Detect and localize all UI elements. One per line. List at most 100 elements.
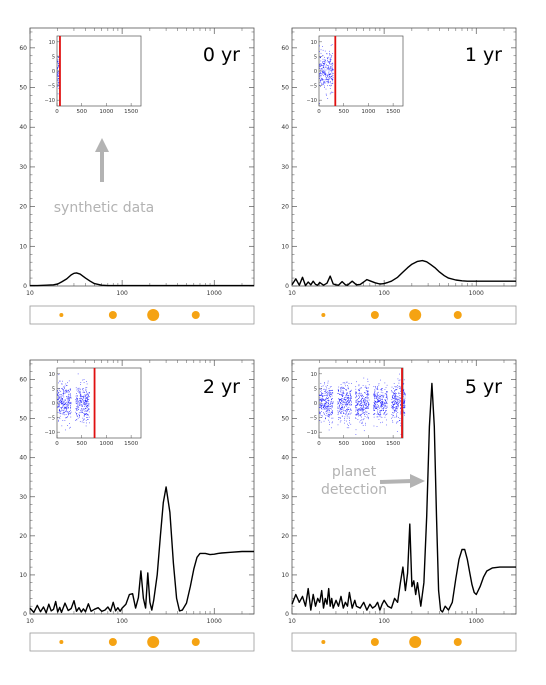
scatter-point	[330, 85, 332, 87]
scatter-point	[322, 404, 324, 406]
scatter-point	[65, 390, 66, 391]
scatter-point	[79, 405, 80, 406]
scatter-point	[331, 76, 333, 78]
scatter-point	[58, 404, 59, 405]
scatter-point	[381, 390, 383, 391]
scatter-point	[360, 408, 362, 410]
scatter-point	[363, 430, 365, 432]
scatter-point	[357, 412, 359, 413]
scatter-point	[404, 412, 406, 414]
scatter-point	[70, 393, 71, 395]
scatter-point	[327, 85, 328, 87]
scatter-point	[329, 407, 330, 409]
scatter-point	[384, 412, 386, 413]
scatter-point	[84, 411, 86, 412]
scatter-point	[384, 382, 386, 384]
scatter-point	[358, 410, 360, 411]
scatter-point	[76, 419, 78, 420]
scatter-point	[331, 405, 332, 407]
scatter-point	[332, 63, 334, 65]
planet-dot	[321, 313, 326, 317]
scatter-point	[384, 405, 386, 406]
scatter-point	[392, 394, 394, 396]
scatter-point	[62, 393, 64, 395]
scatter-point	[398, 403, 399, 405]
scatter-point	[327, 409, 329, 410]
scatter-point	[342, 395, 344, 397]
scatter-point	[320, 60, 322, 62]
scatter-point	[395, 406, 396, 408]
scatter-point	[391, 401, 392, 403]
scatter-point	[326, 395, 328, 397]
scatter-point	[382, 404, 384, 405]
scatter-point	[331, 398, 332, 400]
scatter-point	[319, 45, 320, 47]
scatter-point	[399, 397, 401, 398]
scatter-point	[326, 74, 328, 76]
scatter-point	[330, 390, 332, 391]
scatter-point	[330, 76, 331, 78]
scatter-point	[398, 382, 400, 384]
scatter-point	[322, 393, 324, 394]
scatter-point	[326, 410, 328, 412]
inset-y-tick-label: 5	[52, 386, 55, 392]
scatter-point	[57, 412, 59, 413]
scatter-point	[320, 79, 321, 81]
scatter-point	[58, 399, 59, 400]
scatter-point	[78, 416, 80, 418]
scatter-point	[363, 402, 365, 404]
scatter-point	[340, 412, 342, 414]
scatter-point	[366, 414, 368, 415]
scatter-point	[364, 401, 365, 403]
scatter-point	[329, 54, 331, 55]
scatter-point	[332, 75, 334, 76]
scatter-point	[82, 388, 84, 390]
scatter-point	[69, 391, 70, 392]
scatter-point	[339, 394, 340, 395]
scatter-point	[368, 403, 369, 405]
scatter-point	[380, 400, 381, 401]
inset-x-tick-label: 1000	[361, 109, 375, 115]
scatter-point	[355, 410, 356, 412]
scatter-point	[392, 402, 393, 404]
scatter-point	[359, 414, 361, 416]
y-tick-label: 60	[19, 45, 27, 52]
scatter-point	[84, 401, 86, 403]
scatter-point	[323, 406, 324, 408]
scatter-point	[86, 401, 88, 402]
scatter-point	[374, 409, 375, 411]
scatter-point	[395, 395, 397, 397]
scatter-point	[403, 406, 405, 408]
scatter-point	[75, 400, 77, 402]
scatter-point	[358, 393, 360, 395]
scatter-point	[323, 399, 325, 401]
inset-y-tick-label: −5	[310, 416, 317, 422]
scatter-point	[399, 379, 401, 381]
scatter-point	[330, 92, 332, 94]
annotation-text-line2: detection	[321, 482, 387, 498]
scatter-point	[329, 62, 330, 63]
scatter-point	[321, 393, 323, 394]
scatter-point	[362, 404, 364, 406]
scatter-point	[380, 414, 382, 416]
scatter-point	[338, 386, 340, 388]
scatter-point	[378, 384, 380, 386]
scatter-point	[330, 396, 331, 398]
scatter-point	[398, 400, 400, 402]
scatter-point	[398, 385, 400, 387]
scatter-point	[69, 412, 71, 414]
scatter-point	[321, 389, 322, 391]
scatter-point	[323, 75, 324, 77]
scatter-point	[350, 395, 352, 397]
scatter-point	[338, 405, 340, 407]
scatter-point	[351, 389, 352, 391]
scatter-point	[404, 407, 406, 408]
scatter-point	[85, 408, 86, 409]
scatter-point	[63, 402, 64, 404]
scatter-point	[322, 49, 324, 51]
scatter-point	[361, 408, 363, 410]
scatter-point	[86, 401, 87, 402]
scatter-point	[395, 395, 396, 397]
scatter-point	[361, 419, 363, 421]
scatter-point	[341, 387, 343, 389]
